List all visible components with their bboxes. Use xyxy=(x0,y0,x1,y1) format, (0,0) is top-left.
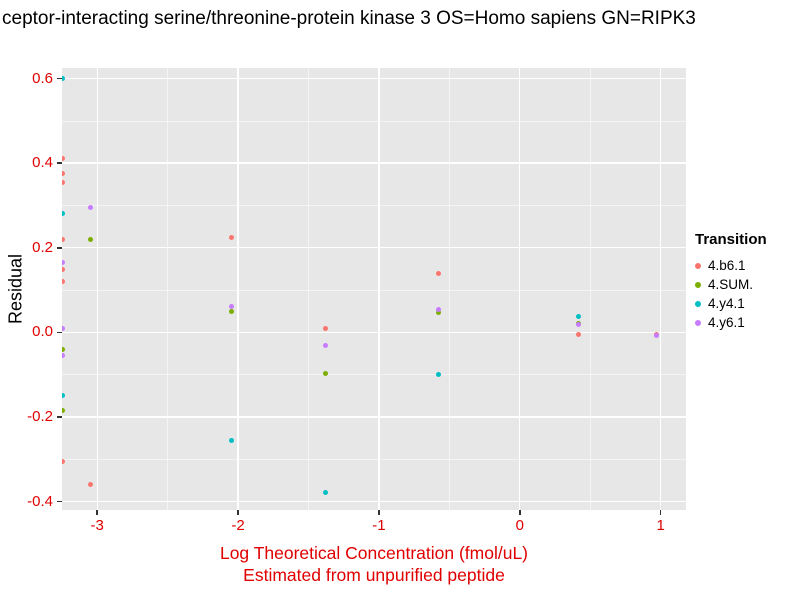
data-point-4.y6.1 xyxy=(62,325,65,331)
data-point-4.b6.1 xyxy=(62,179,65,185)
legend-item: 4.y4.1 xyxy=(695,294,767,313)
plot-panel xyxy=(62,68,686,510)
x-tick-mark xyxy=(519,510,521,515)
data-point-4.SUM. xyxy=(62,408,65,414)
y-tick-label: -0.4 xyxy=(27,492,53,510)
data-point-4.y6.1 xyxy=(435,306,441,312)
y-tick-mark xyxy=(57,77,62,80)
x-tick-label: 0 xyxy=(515,517,524,534)
gridline-minor-horizontal xyxy=(62,289,686,291)
gridline-minor-vertical xyxy=(449,68,450,510)
x-axis-title-line1: Log Theoretical Concentration (fmol/uL) xyxy=(219,543,529,563)
y-tick-label: 0.6 xyxy=(32,69,53,87)
y-tick-mark xyxy=(57,500,62,503)
data-point-4.SUM. xyxy=(228,308,234,314)
legend-dot-icon xyxy=(695,281,701,288)
legend-label: 4.SUM. xyxy=(708,277,754,292)
y-tick-label: 0.2 xyxy=(32,238,53,256)
gridline-major-vertical xyxy=(378,68,380,510)
data-point-4.SUM. xyxy=(322,371,328,377)
gridline-major-horizontal xyxy=(62,500,686,503)
data-point-4.b6.1 xyxy=(62,236,65,242)
legend-title: Transition xyxy=(695,231,767,248)
legend-label: 4.b6.1 xyxy=(708,258,746,273)
gridline-minor-horizontal xyxy=(62,205,686,206)
data-point-4.b6.1 xyxy=(576,331,582,337)
data-point-4.b6.1 xyxy=(62,171,65,177)
legend-item: 4.b6.1 xyxy=(695,256,767,275)
data-point-4.SUM. xyxy=(62,346,65,352)
gridline-major-horizontal xyxy=(62,416,686,418)
data-point-4.b6.1 xyxy=(62,156,65,162)
data-point-4.b6.1 xyxy=(87,482,93,488)
data-point-4.y6.1 xyxy=(228,304,234,310)
x-tick-label: 1 xyxy=(656,517,665,534)
gridline-major-vertical xyxy=(96,68,98,510)
legend-dot-icon xyxy=(695,319,701,326)
y-tick-label: -0.2 xyxy=(27,407,53,425)
legend-dot-icon xyxy=(695,262,701,269)
x-tick-label: -1 xyxy=(372,517,386,534)
gridline-minor-horizontal xyxy=(62,374,686,375)
y-tick-label: 0.0 xyxy=(32,323,53,341)
x-tick-label: -3 xyxy=(90,517,104,534)
gridline-minor-horizontal xyxy=(62,120,686,122)
gridline-minor-vertical xyxy=(167,68,168,510)
data-point-4.y6.1 xyxy=(87,205,93,211)
gridline-major-horizontal xyxy=(62,77,686,80)
data-point-4.y4.1 xyxy=(62,76,65,82)
x-axis-title: Log Theoretical Concentration (fmol/uL) … xyxy=(62,542,686,586)
x-tick-label: -2 xyxy=(231,517,245,534)
gridline-major-vertical xyxy=(519,68,521,510)
data-point-4.b6.1 xyxy=(62,279,65,285)
data-point-4.b6.1 xyxy=(435,270,441,276)
legend-items: 4.b6.1 4.SUM. 4.y4.1 4.y6.1 xyxy=(695,256,767,332)
gridline-minor-vertical xyxy=(589,68,591,510)
data-point-4.y4.1 xyxy=(62,393,65,399)
data-point-4.b6.1 xyxy=(322,325,328,331)
x-tick-mark xyxy=(378,510,380,515)
data-point-4.y4.1 xyxy=(228,437,234,443)
x-tick-mark xyxy=(96,510,98,515)
gridline-minor-vertical xyxy=(308,68,309,510)
y-tick-mark xyxy=(57,331,62,334)
y-tick-mark xyxy=(57,247,62,249)
gridline-minor-horizontal xyxy=(62,458,686,460)
x-axis-title-line2: Estimated from unpurified peptide xyxy=(243,565,505,585)
y-tick-mark xyxy=(57,416,62,418)
gridline-major-horizontal xyxy=(62,331,686,334)
y-tick-mark xyxy=(57,162,62,164)
data-point-4.b6.1 xyxy=(62,267,65,273)
gridline-major-horizontal xyxy=(62,247,686,249)
y-axis-title: Residual xyxy=(5,253,26,325)
data-point-4.y6.1 xyxy=(62,353,65,359)
data-point-4.y4.1 xyxy=(322,489,328,495)
data-point-4.SUM. xyxy=(87,236,93,242)
x-tick-mark xyxy=(659,510,662,515)
legend-label: 4.y4.1 xyxy=(708,296,745,311)
legend-dot-icon xyxy=(695,300,701,307)
data-point-4.y4.1 xyxy=(576,313,582,319)
data-point-4.y6.1 xyxy=(322,342,328,348)
data-point-4.b6.1 xyxy=(228,234,234,240)
gridline-major-vertical xyxy=(659,68,662,510)
data-point-4.y6.1 xyxy=(62,260,65,266)
legend-item: 4.y6.1 xyxy=(695,313,767,332)
y-tick-label: 0.4 xyxy=(32,154,53,172)
data-point-4.b6.1 xyxy=(62,458,65,464)
chart-title: ceptor-interacting serine/threonine-prot… xyxy=(2,8,696,29)
data-point-4.y6.1 xyxy=(653,333,659,339)
gridline-major-horizontal xyxy=(62,162,686,164)
data-point-4.y6.1 xyxy=(576,322,582,328)
legend: Transition 4.b6.1 4.SUM. 4.y4.1 4.y6.1 xyxy=(695,231,767,332)
data-point-4.SUM. xyxy=(435,309,441,315)
data-point-4.y4.1 xyxy=(62,211,65,217)
x-tick-mark xyxy=(237,510,239,515)
legend-item: 4.SUM. xyxy=(695,275,767,294)
legend-label: 4.y6.1 xyxy=(708,315,745,330)
gridline-major-vertical xyxy=(237,68,239,510)
data-point-4.y4.1 xyxy=(435,372,441,378)
